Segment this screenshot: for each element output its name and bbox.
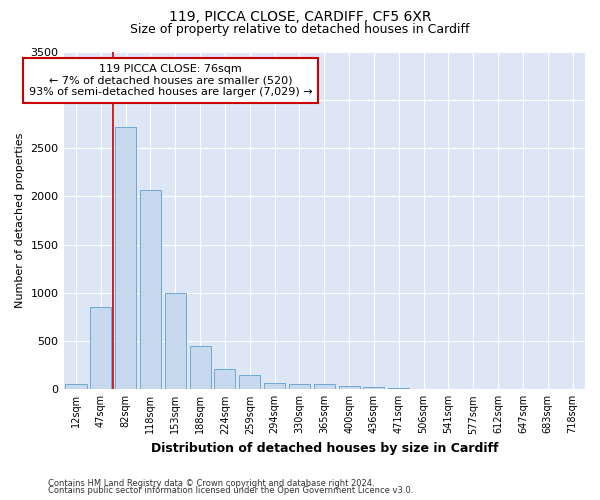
Bar — [388, 388, 409, 390]
Bar — [314, 384, 335, 390]
Text: 119 PICCA CLOSE: 76sqm
← 7% of detached houses are smaller (520)
93% of semi-det: 119 PICCA CLOSE: 76sqm ← 7% of detached … — [29, 64, 312, 97]
Bar — [289, 384, 310, 390]
Bar — [140, 190, 161, 390]
Bar — [65, 384, 86, 390]
Bar — [364, 387, 385, 390]
Bar — [115, 127, 136, 390]
Text: Contains HM Land Registry data © Crown copyright and database right 2024.: Contains HM Land Registry data © Crown c… — [48, 478, 374, 488]
Text: 119, PICCA CLOSE, CARDIFF, CF5 6XR: 119, PICCA CLOSE, CARDIFF, CF5 6XR — [169, 10, 431, 24]
Bar — [214, 369, 235, 390]
Bar — [90, 308, 112, 390]
Text: Contains public sector information licensed under the Open Government Licence v3: Contains public sector information licen… — [48, 486, 413, 495]
Bar — [190, 346, 211, 390]
Bar — [338, 386, 359, 390]
Bar — [239, 375, 260, 390]
Text: Size of property relative to detached houses in Cardiff: Size of property relative to detached ho… — [130, 22, 470, 36]
Bar — [165, 293, 186, 390]
X-axis label: Distribution of detached houses by size in Cardiff: Distribution of detached houses by size … — [151, 442, 498, 455]
Y-axis label: Number of detached properties: Number of detached properties — [15, 132, 25, 308]
Bar — [264, 383, 285, 390]
